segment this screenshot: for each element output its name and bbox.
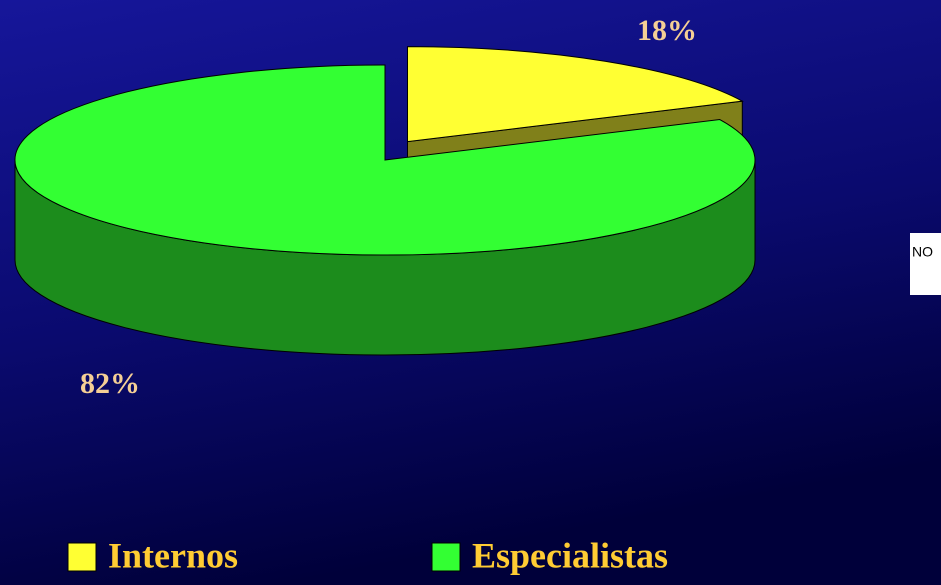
note: NO: [912, 244, 933, 260]
legend-label: Especialistas: [472, 535, 668, 575]
value-label: 18%: [637, 14, 697, 47]
legend-swatch: [67, 542, 97, 572]
note-box: [910, 233, 941, 295]
slice: [14, 64, 756, 256]
value-label: 82%: [80, 367, 140, 400]
legend-label: Internos: [108, 535, 238, 575]
slice: [407, 46, 744, 143]
legend-swatch: [431, 542, 461, 572]
